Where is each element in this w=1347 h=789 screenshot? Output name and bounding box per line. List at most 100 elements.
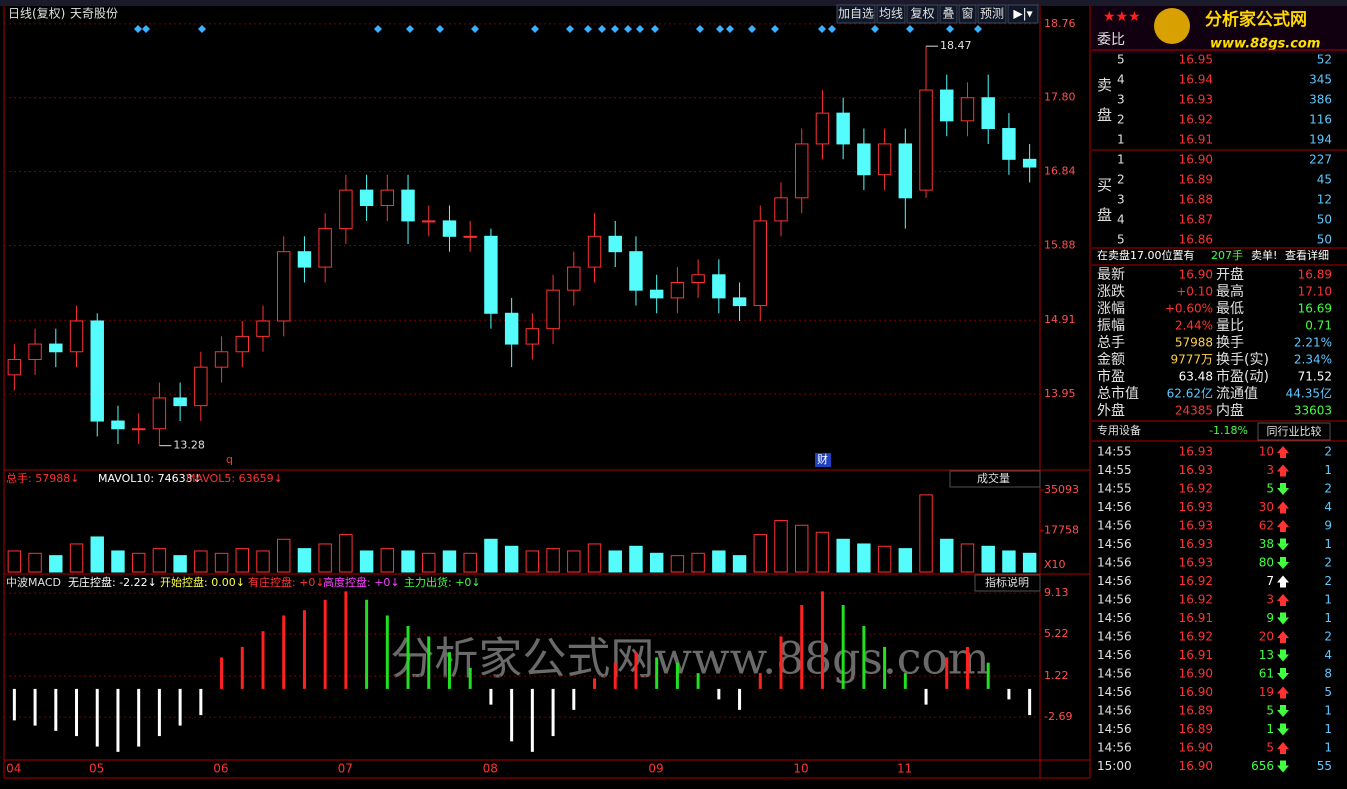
order-book-title: 委比	[1097, 32, 1125, 48]
book-price: 16.90	[1179, 153, 1213, 167]
trade-count: 4	[1324, 500, 1332, 514]
toolbar-button[interactable]	[906, 4, 939, 24]
macd-bar	[655, 657, 659, 689]
toolbar-button[interactable]	[1007, 4, 1039, 24]
stat-label: 最高	[1216, 283, 1244, 300]
trade-volume: 656	[1251, 759, 1274, 773]
volume-bar	[194, 550, 208, 573]
stat-label: 换手(实)	[1216, 351, 1269, 368]
trade-count: 2	[1324, 574, 1332, 588]
stat-label: 开盘	[1216, 266, 1244, 283]
trade-price: 16.92	[1179, 574, 1213, 588]
macd-bar	[862, 625, 866, 689]
y-tick-label: 14.91	[1044, 313, 1076, 326]
indicator-help[interactable]	[974, 574, 1041, 592]
trade-arrow	[1277, 594, 1289, 606]
macd-bar	[447, 652, 451, 689]
toolbar-label: 叠	[942, 7, 954, 21]
y-tick-label: 35093	[1044, 483, 1079, 496]
period-label: 日线(复权)	[8, 7, 65, 21]
volume-bar	[649, 552, 664, 573]
macd-bar	[675, 662, 679, 689]
trade-time: 14:56	[1097, 667, 1132, 681]
trade-price: 16.89	[1179, 722, 1213, 736]
volume-bar	[484, 538, 498, 573]
volume-bar	[525, 550, 540, 573]
toolbar-button[interactable]	[939, 4, 958, 24]
candle-body	[504, 312, 519, 345]
volume-bar	[1002, 550, 1016, 573]
volume-bar	[214, 552, 229, 573]
trade-count: 1	[1324, 593, 1332, 607]
trade-count: 4	[1324, 648, 1332, 662]
trade-arrow	[1277, 686, 1289, 699]
trade-volume: 10	[1259, 445, 1274, 459]
trade-volume: 7	[1266, 574, 1274, 588]
candle-body	[380, 189, 395, 207]
stat-value: +0.10	[1176, 285, 1213, 299]
logo-url: www.88gs.com	[1210, 37, 1320, 52]
macd-bar	[323, 599, 327, 689]
stat-label: 涨幅	[1097, 301, 1125, 317]
volume-bar	[608, 550, 622, 573]
candle-body	[815, 112, 830, 145]
macd-bar	[385, 615, 389, 689]
volume-bar	[401, 550, 415, 573]
volume-bar	[753, 534, 767, 573]
volume-bar	[691, 552, 705, 573]
indicator-select[interactable]	[949, 470, 1041, 488]
signal-diamond	[818, 25, 826, 33]
volume-bar	[422, 552, 436, 573]
book-level: 5	[1117, 53, 1125, 67]
trade-time: 14:56	[1097, 685, 1132, 699]
macd-bar	[530, 688, 534, 752]
book-level: 2	[1117, 173, 1125, 187]
signal-diamond	[374, 25, 382, 33]
indicator-legend: 主力出货: +0↓	[404, 575, 481, 589]
x-tick-label: 09	[648, 762, 663, 776]
stock-name: 天奇股份	[70, 7, 118, 21]
sector-name: 专用设备	[1097, 423, 1141, 437]
book-price: 16.93	[1179, 93, 1213, 107]
trade-price: 16.93	[1179, 537, 1213, 551]
toolbar-label: 均线	[879, 7, 903, 21]
volume-bar	[463, 552, 477, 573]
book-volume: 45	[1317, 173, 1332, 187]
macd-bar	[800, 604, 804, 689]
stat-value: 33603	[1294, 404, 1332, 418]
macd-bar	[510, 688, 514, 742]
candle-body	[49, 343, 63, 353]
macd-bar	[116, 688, 120, 752]
notice-text[interactable]: 查看详细	[1285, 248, 1329, 262]
macd-bar	[282, 615, 286, 689]
macd-bar	[924, 688, 928, 705]
volume-bar	[960, 543, 975, 573]
macd-bar	[54, 688, 58, 731]
trade-price: 16.89	[1179, 704, 1213, 718]
compare-button[interactable]	[1257, 422, 1331, 441]
candle-body	[732, 297, 747, 307]
candle-body	[401, 189, 415, 222]
candle-body	[981, 97, 995, 130]
signal-diamond	[566, 25, 574, 33]
toolbar-button[interactable]	[977, 4, 1007, 24]
toolbar-button[interactable]	[836, 4, 876, 24]
signal-diamond	[584, 25, 592, 33]
toolbar-button[interactable]	[876, 4, 906, 24]
candle-body	[795, 143, 809, 199]
candle-body	[712, 274, 726, 299]
book-level: 2	[1117, 113, 1125, 127]
toolbar-label: 预测	[980, 7, 1004, 21]
stat-label: 换手	[1216, 334, 1244, 351]
side-label: 买盘	[1097, 176, 1112, 224]
trade-price: 16.92	[1179, 630, 1213, 644]
trade-count: 1	[1324, 611, 1332, 625]
volume-bar	[774, 520, 788, 573]
trade-count: 2	[1324, 556, 1332, 570]
toolbar-button[interactable]	[958, 4, 977, 24]
stat-label: 最新	[1097, 267, 1125, 283]
candle-body	[525, 328, 540, 345]
trade-price: 16.93	[1179, 463, 1213, 477]
trade-count: 2	[1324, 482, 1332, 496]
toolbar-label: 加自选	[838, 7, 874, 21]
